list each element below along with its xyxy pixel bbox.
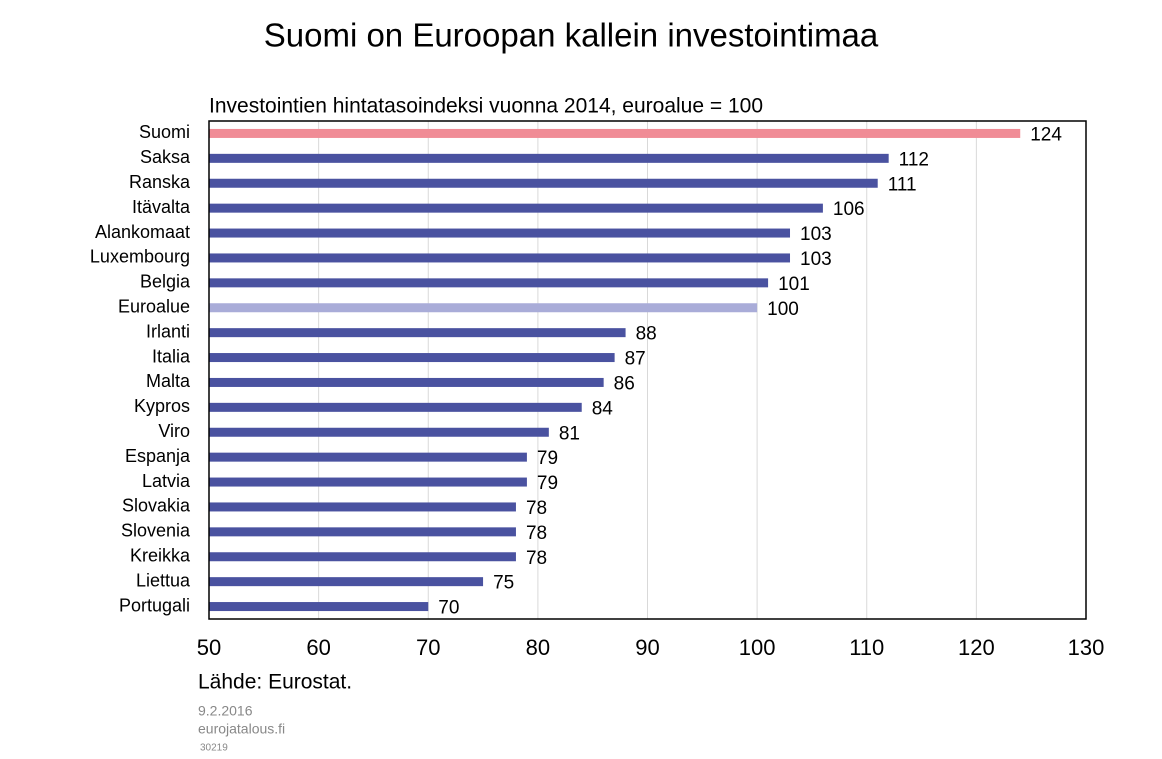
bar (209, 328, 626, 338)
y-tick-label: Liettua (136, 570, 191, 590)
bar (209, 577, 484, 587)
data-label: 81 (559, 423, 580, 444)
data-label: 78 (526, 498, 547, 519)
x-tick-label: 50 (197, 635, 221, 660)
data-label: 78 (526, 523, 547, 544)
x-tick-label: 70 (416, 635, 440, 660)
bar (209, 477, 527, 487)
bar (209, 452, 527, 462)
data-label: 103 (800, 249, 832, 270)
bar (209, 353, 615, 363)
bar (209, 203, 823, 213)
chart-title: Suomi on Euroopan kallein investointimaa (264, 17, 879, 54)
data-label: 78 (526, 548, 547, 569)
y-tick-label: Portugali (119, 595, 190, 615)
code: 30219 (200, 743, 228, 754)
data-label: 79 (537, 473, 558, 494)
data-label: 75 (493, 573, 514, 594)
y-tick-label: Viro (158, 421, 190, 441)
bar (209, 427, 549, 437)
x-tick-label: 120 (958, 635, 995, 660)
y-tick-label: Slovenia (121, 521, 191, 541)
y-tick-label: Suomi (139, 122, 190, 142)
y-tick-label: Alankomaat (95, 222, 190, 242)
x-tick-label: 130 (1068, 635, 1105, 660)
plot-frame (208, 120, 1087, 620)
data-label: 111 (888, 174, 917, 195)
data-label: 87 (625, 349, 646, 370)
y-tick-label: Luxembourg (90, 247, 190, 267)
y-tick-label: Saksa (140, 147, 191, 167)
x-tick-label: 60 (306, 635, 330, 660)
x-tick-label: 100 (739, 635, 776, 660)
bar (209, 402, 582, 412)
bar (209, 502, 516, 512)
bar (209, 527, 516, 537)
bar (209, 602, 429, 612)
y-tick-label: Belgia (140, 272, 191, 292)
chart-subtitle: Investointien hintatasoindeksi vuonna 20… (209, 95, 763, 118)
bar (209, 253, 791, 263)
y-tick-label: Euroalue (118, 297, 190, 317)
data-label: 106 (833, 199, 865, 220)
y-tick-label: Latvia (142, 471, 191, 491)
data-label: 103 (800, 224, 832, 245)
x-tick-label: 90 (635, 635, 659, 660)
bar (209, 552, 516, 562)
y-tick-label: Malta (146, 371, 191, 391)
bar (209, 128, 1021, 138)
y-tick-label: Itävalta (132, 197, 191, 217)
website: eurojatalous.fi (198, 721, 285, 737)
data-label: 100 (767, 299, 799, 320)
data-label: 101 (778, 274, 810, 295)
y-tick-label: Kypros (134, 396, 190, 416)
y-tick-label: Italia (152, 346, 191, 366)
y-tick-label: Ranska (129, 172, 191, 192)
data-label: 70 (438, 598, 459, 619)
data-label: 88 (636, 324, 657, 345)
date: 9.2.2016 (198, 703, 253, 719)
bar (209, 377, 604, 387)
y-tick-label: Kreikka (130, 546, 191, 566)
data-label: 84 (592, 398, 614, 419)
bar (209, 278, 769, 288)
bar (209, 303, 758, 313)
y-tick-label: Slovakia (122, 496, 191, 516)
data-label: 86 (614, 373, 635, 394)
source: Lähde: Eurostat. (198, 671, 352, 694)
data-label: 112 (899, 149, 929, 170)
bar (209, 178, 878, 188)
data-label: 79 (537, 448, 558, 469)
bar (209, 228, 791, 238)
y-tick-label: Irlanti (146, 321, 190, 341)
y-tick-label: Espanja (125, 446, 191, 466)
x-tick-label: 110 (849, 635, 884, 660)
bar (209, 153, 889, 163)
x-tick-label: 80 (526, 635, 550, 660)
data-label: 124 (1030, 124, 1062, 145)
